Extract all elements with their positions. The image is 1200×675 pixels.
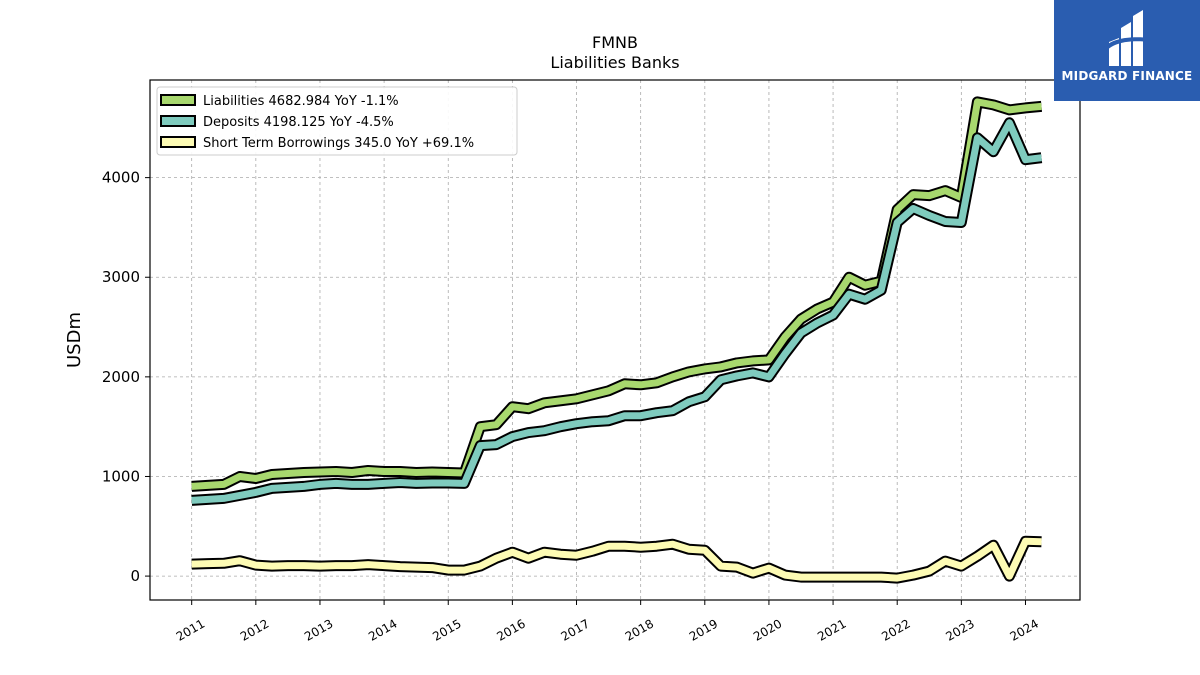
x-tick-label: 2023 (943, 616, 976, 643)
series-line-2 (191, 537, 1042, 582)
legend-label-0: Liabilities 4682.984 YoY -1.1% (203, 94, 399, 109)
legend-swatch-0 (160, 94, 196, 106)
midgard-logo-icon (1103, 10, 1151, 66)
x-tick-label: 2013 (302, 616, 335, 643)
x-tick-label: 2017 (559, 616, 592, 643)
x-tick-label: 2015 (430, 616, 463, 643)
y-tick-label: 3000 (102, 268, 140, 286)
legend-swatch-1 (160, 115, 196, 127)
y-tick-label: 1000 (102, 467, 140, 485)
x-tick-label: 2019 (687, 616, 720, 643)
x-tick-label: 2011 (174, 616, 207, 643)
x-tick-label: 2020 (751, 616, 784, 643)
x-tick-label: 2024 (1008, 616, 1041, 643)
y-axis-label: USDm (64, 312, 85, 368)
series-outline-0 (191, 96, 1043, 492)
legend-box (156, 86, 518, 156)
x-tick-label: 2016 (494, 616, 527, 643)
logo-text: MIDGARD FINANCE (1061, 69, 1193, 83)
x-tick-label: 2018 (623, 616, 656, 643)
x-tick-label: 2014 (366, 616, 399, 643)
legend-label-1: Deposits 4198.125 YoY -4.5% (203, 115, 394, 130)
series-line-0 (191, 98, 1042, 490)
chart-title: FMNB (592, 33, 638, 52)
legend-swatch-2 (160, 136, 196, 148)
series-outline-1 (191, 117, 1043, 506)
y-tick-label: 4000 (102, 169, 140, 187)
plot-frame (149, 79, 1081, 601)
midgard-finance-logo: MIDGARD FINANCE (1054, 0, 1200, 101)
x-tick-label: 2012 (238, 616, 271, 643)
legend-label-2: Short Term Borrowings 345.0 YoY +69.1% (203, 136, 474, 151)
series-line-1 (191, 119, 1042, 504)
x-tick-label: 2021 (815, 616, 848, 643)
x-tick-label: 2022 (879, 616, 912, 643)
y-tick-label: 2000 (102, 368, 140, 386)
y-tick-label: 0 (130, 567, 140, 585)
chart-subtitle: Liabilities Banks (550, 53, 680, 72)
